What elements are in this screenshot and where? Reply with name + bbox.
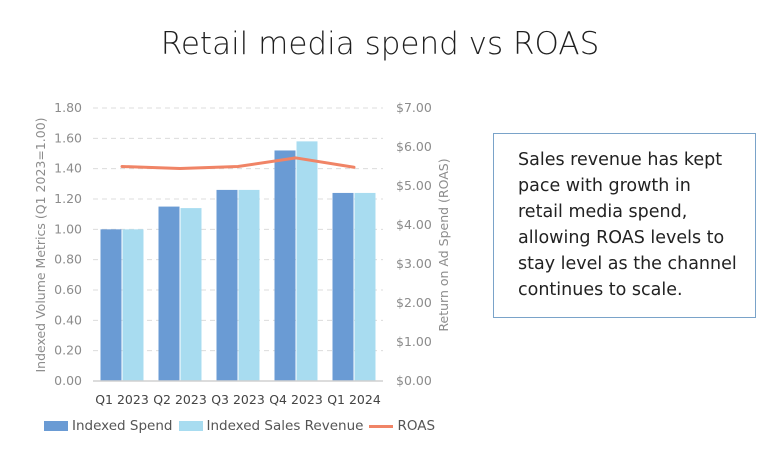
left-tick-label: 0.00 xyxy=(54,373,82,388)
right-tick-label: $4.00 xyxy=(396,217,432,232)
right-tick-label: $3.00 xyxy=(396,256,432,271)
legend-label-roas: ROAS xyxy=(397,418,436,434)
legend-item-indexed-spend: Indexed Spend xyxy=(44,418,173,434)
category-label: Q4 2023 xyxy=(269,392,323,407)
left-tick-label: 0.20 xyxy=(54,343,82,358)
category-label: Q2 2023 xyxy=(153,392,207,407)
roas-line-layer xyxy=(120,156,356,170)
right-tick-label: $1.00 xyxy=(396,334,432,349)
left-tick-label: 1.00 xyxy=(54,221,82,236)
bar-indexed-spend xyxy=(332,192,354,381)
bar-indexed-sales-revenue xyxy=(122,229,144,381)
legend-swatch-roas xyxy=(369,424,394,428)
bar-indexed-sales-revenue xyxy=(354,192,376,381)
bar-indexed-sales-revenue xyxy=(238,189,260,381)
chart-title: Retail media spend vs ROAS xyxy=(160,26,600,62)
category-labels: Q1 2023 Q2 2023 Q3 2023 Q4 2023 Q1 2024 xyxy=(95,392,381,407)
legend-label-indexed-spend: Indexed Spend xyxy=(72,418,173,434)
bar-indexed-spend xyxy=(100,229,122,381)
left-tick-label: 1.40 xyxy=(54,161,82,176)
left-tick-label: 0.80 xyxy=(54,252,82,267)
category-label: Q1 2024 xyxy=(327,392,381,407)
legend-swatch-indexed-spend xyxy=(44,421,68,431)
bar-indexed-sales-revenue xyxy=(180,208,202,381)
left-tick-label: 1.60 xyxy=(54,130,82,145)
legend-item-indexed-sales-revenue: Indexed Sales Revenue xyxy=(178,418,364,434)
chart-plot: 0.00 0.20 0.40 0.60 0.80 1.00 1.20 1.40 1.60 1.80… xyxy=(33,100,451,407)
left-axis-title: Indexed Volume Metrics (Q1 2023=1.00) xyxy=(33,117,48,372)
right-tick-label: $7.00 xyxy=(396,100,432,115)
annotation-box: Sales revenue has kept pace with growth … xyxy=(493,133,756,318)
right-axis-title: Return on Ad Spend (ROAS) xyxy=(436,158,451,331)
bar-indexed-spend xyxy=(158,206,180,381)
right-tick-label: $0.00 xyxy=(396,373,432,388)
category-label: Q1 2023 xyxy=(95,392,149,407)
legend-item-roas: ROAS xyxy=(369,418,435,434)
left-tick-label: 1.80 xyxy=(54,100,82,115)
bar-indexed-spend xyxy=(216,189,238,381)
legend: Indexed Spend Indexed Sales Revenue ROAS xyxy=(44,418,441,434)
roas-line xyxy=(120,156,356,170)
left-axis-ticks: 0.00 0.20 0.40 0.60 0.80 1.00 1.20 1.40 1.60 1.80 xyxy=(54,100,82,388)
left-tick-label: 0.60 xyxy=(54,282,82,297)
category-label: Q3 2023 xyxy=(211,392,265,407)
legend-swatch-indexed-sales-revenue xyxy=(178,421,203,431)
bar-indexed-sales-revenue xyxy=(296,141,318,381)
bars xyxy=(100,141,376,381)
left-tick-label: 1.20 xyxy=(54,191,82,206)
right-tick-label: $5.00 xyxy=(396,178,432,193)
bar-indexed-spend xyxy=(274,150,296,381)
right-tick-label: $2.00 xyxy=(396,295,432,310)
legend-label-indexed-sales-revenue: Indexed Sales Revenue xyxy=(206,418,364,434)
right-axis-ticks: $0.00 $1.00 $2.00 $3.00 $4.00 $5.00 $6.00 $7.00 xyxy=(396,100,432,388)
right-tick-label: $6.00 xyxy=(396,139,432,154)
left-tick-label: 0.40 xyxy=(54,312,82,327)
